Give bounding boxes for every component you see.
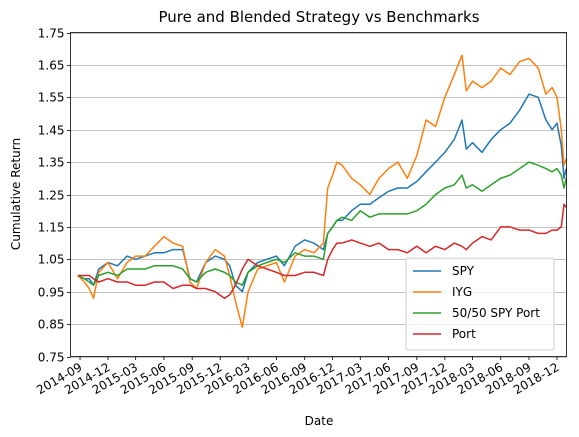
series-line-50-50-spy-port bbox=[77, 161, 567, 286]
series-line-port bbox=[77, 203, 567, 299]
y-tick-label: 0.95 bbox=[38, 286, 65, 300]
legend-label: IYG bbox=[452, 285, 472, 299]
y-tick-label: 0.85 bbox=[38, 318, 65, 332]
legend-entries: SPY IYG 50/50 SPY Port Port bbox=[413, 264, 540, 341]
y-tick-label: 1.25 bbox=[38, 189, 65, 203]
chart-title: Pure and Blended Strategy vs Benchmarks bbox=[158, 8, 479, 26]
legend-label: Port bbox=[452, 327, 476, 341]
series-line-iyg bbox=[77, 54, 567, 329]
y-tick-label: 1.15 bbox=[38, 221, 65, 235]
legend: SPY IYG 50/50 SPY Port Port bbox=[405, 257, 555, 351]
y-tick-label: 0.75 bbox=[38, 351, 65, 365]
y-tick-label: 1.65 bbox=[38, 59, 65, 73]
y-axis-label: Cumulative Return bbox=[9, 138, 23, 250]
y-tick-label: 1.05 bbox=[38, 253, 65, 267]
legend-label: 50/50 SPY Port bbox=[452, 306, 540, 320]
legend-box bbox=[405, 257, 555, 351]
series-lines bbox=[77, 54, 567, 329]
y-tick-label: 1.55 bbox=[38, 91, 65, 105]
x-axis: 2014-092014-122015-032015-062015-092015-… bbox=[34, 356, 561, 397]
grid-lines bbox=[70, 33, 567, 358]
y-axis: 0.75 0.85 0.95 1.05 1.15 1.25 1.35 1.45 1.55 1.65… bbox=[38, 27, 71, 365]
y-tick-label: 1.35 bbox=[38, 156, 65, 170]
y-tick-label: 1.45 bbox=[38, 124, 65, 138]
plot-area-frame bbox=[70, 32, 567, 357]
y-tick-label: 1.75 bbox=[38, 27, 65, 41]
legend-label: SPY bbox=[452, 264, 475, 278]
x-axis-label: Date bbox=[305, 414, 334, 428]
